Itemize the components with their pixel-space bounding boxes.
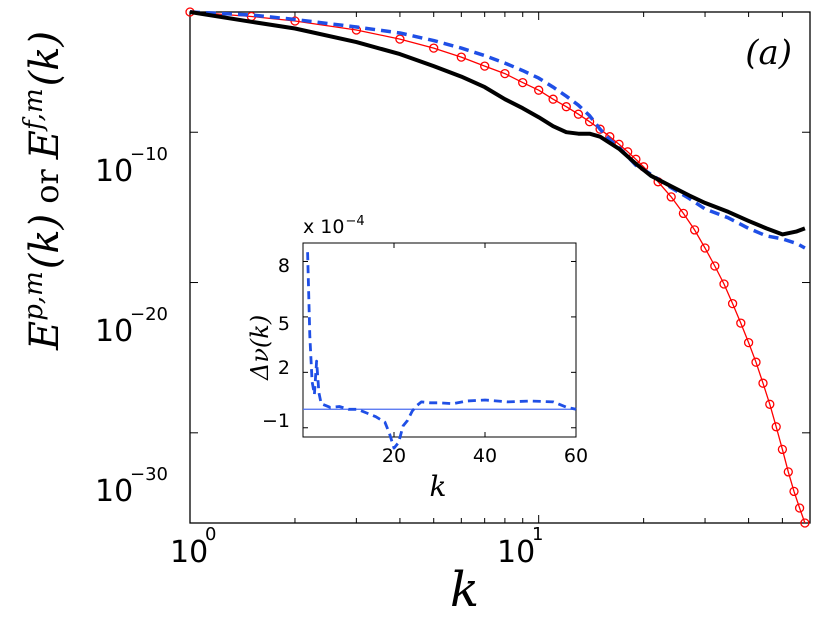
series-point-red-circle: [700, 243, 710, 253]
inset-multiplier-prefix: x 10: [303, 216, 344, 238]
x-tick-base: 10: [497, 535, 535, 570]
series-point-red-circle: [534, 85, 544, 95]
y-label-part1-argument: (k): [22, 214, 68, 269]
inset-chart: x 10−4 8 5 2 −1 20 40 60 k Δν(k): [246, 214, 588, 503]
inset-series-line-blue-dashed: [306, 252, 577, 450]
series-point-red-circle: [595, 124, 605, 134]
inset-y-axis-label: Δν(k): [246, 315, 274, 381]
inset-series-group: [303, 252, 577, 450]
x-tick-exp: 0: [205, 524, 216, 545]
main-chart: (a) 10 −10 10 −20 10 −30 10 0 10 1 k Ep,…: [19, 7, 811, 618]
series-point-red-circle: [689, 225, 700, 235]
series-line-red: [189, 11, 806, 524]
inset-multiplier: x 10−4: [303, 214, 365, 238]
inset-y-tick-label: 8: [278, 255, 290, 277]
x-tick-exp: 1: [532, 524, 543, 545]
series-point-red-circle: [765, 399, 775, 409]
series-point-red-circle: [456, 52, 466, 62]
y-label-part1-superscript: p,m: [19, 271, 49, 321]
y-tick-label-2: 10 −20: [95, 304, 168, 349]
series-point-red-circle: [710, 261, 720, 271]
series-point-red-circle: [719, 279, 729, 289]
series-point-red-circle: [783, 467, 793, 477]
y-tick-exp: −20: [130, 304, 168, 325]
y-label-or: or: [28, 169, 66, 204]
series-point-red-circle: [518, 77, 528, 88]
x-tick-label-2: 10 1: [497, 524, 543, 570]
y-tick-label-3: 10 −30: [95, 464, 168, 509]
series-point-red-circle: [480, 61, 490, 71]
series-point-red-circle: [678, 208, 689, 219]
series-point-red-circle: [290, 16, 300, 26]
y-label-part1-symbol: E: [22, 321, 68, 351]
series-point-red-circle: [429, 43, 439, 53]
series-point-red-circle: [548, 94, 558, 104]
inset-x-axis-label: k: [430, 470, 447, 503]
y-tick-label-1: 10 −10: [95, 144, 168, 189]
x-tick-base: 10: [170, 535, 208, 570]
series-point-red-circle: [794, 503, 805, 513]
series-point-red-circle: [751, 357, 761, 367]
series-point-red-circle: [736, 318, 746, 328]
series-point-red-circle: [777, 444, 788, 455]
x-axis-label: k: [450, 562, 479, 618]
series-line-black-solid: [189, 10, 806, 237]
series-point-red-circle: [743, 337, 754, 348]
y-axis-label: Ep,m(k)orEf,m(k): [19, 31, 68, 351]
y-label-part2-symbol: E: [22, 130, 68, 160]
y-tick-base: 10: [95, 154, 133, 189]
inset-x-tick-label: 40: [473, 445, 497, 467]
inset-plot-frame: [302, 242, 577, 438]
series-point-red-circle: [789, 486, 799, 497]
y-tick-exp: −10: [130, 144, 168, 165]
y-tick-exp: −30: [130, 464, 168, 485]
series-point-red-circle: [500, 68, 510, 79]
inset-y-tick-label: 2: [278, 357, 290, 379]
inset-multiplier-exp: −4: [345, 214, 364, 229]
y-tick-base: 10: [95, 474, 133, 509]
series-point-red-circle: [573, 109, 584, 119]
panel-label: (a): [745, 33, 792, 73]
series-point-red-circle: [800, 518, 810, 528]
series-line-blue-dashed: [189, 10, 806, 250]
inset-y-tick-label: 5: [278, 313, 290, 335]
svg-text:Ep,m(k)orEf,m(k): Ep,m(k)orEf,m(k): [19, 31, 68, 351]
svg-text:x 10−4: x 10−4: [303, 214, 365, 238]
x-tick-label-1: 10 0: [170, 524, 216, 570]
series-point-red-circle: [758, 378, 768, 388]
inset-x-tick-label: 20: [382, 445, 406, 467]
inset-tick-marks: [303, 243, 577, 437]
series-point-red-circle: [727, 298, 738, 309]
inset-y-tick-label: −1: [262, 410, 290, 432]
series-point-red-circle: [666, 192, 676, 202]
y-tick-base: 10: [95, 314, 133, 349]
inset-x-tick-label: 60: [564, 445, 588, 467]
main-series-group: [185, 7, 810, 528]
main-tick-marks: [189, 12, 811, 523]
series-point-red-circle: [395, 34, 405, 44]
series-point-red-circle: [561, 102, 571, 112]
series-point-red-circle: [771, 422, 781, 432]
y-label-part2-argument: (k): [22, 31, 68, 86]
y-label-part2-superscript: f,m: [19, 88, 49, 132]
